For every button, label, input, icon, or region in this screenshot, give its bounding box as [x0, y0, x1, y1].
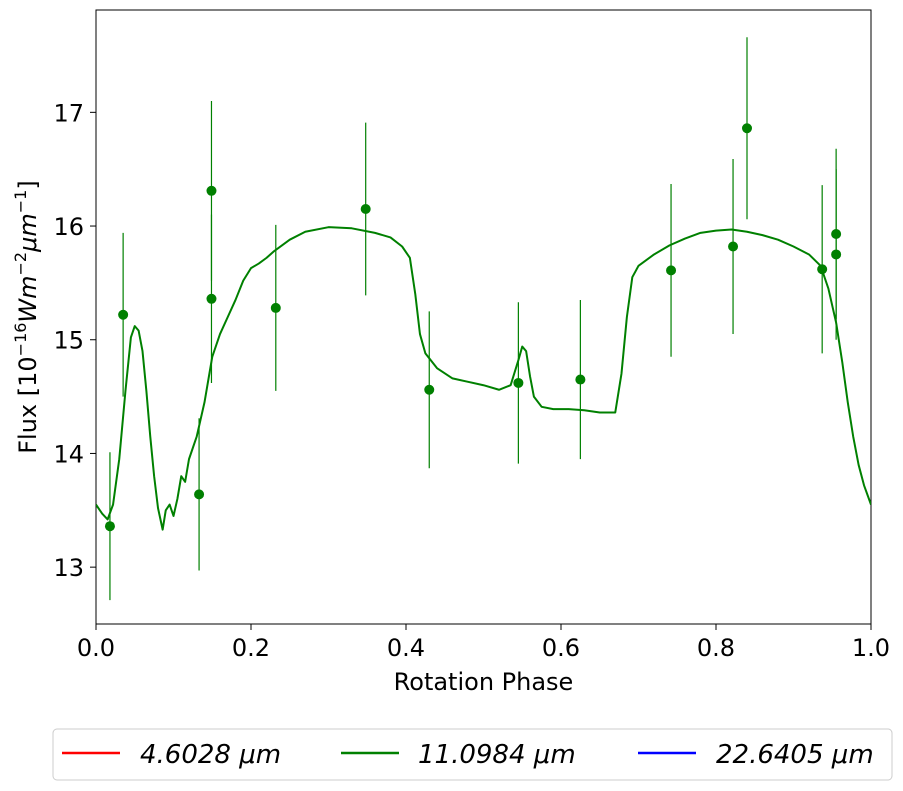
- observation-layer: [104, 37, 842, 601]
- data-point: [270, 302, 281, 313]
- y-tick-label: 13: [53, 554, 84, 582]
- y-tick-label: 16: [53, 213, 84, 241]
- data-point: [194, 489, 205, 500]
- y-label-mid: Wm: [14, 275, 42, 322]
- data-point: [118, 309, 129, 320]
- data-point: [513, 377, 524, 388]
- y-tick-label: 15: [53, 327, 84, 355]
- x-tick-label: 1.0: [852, 634, 890, 662]
- data-point: [817, 264, 828, 275]
- legend-entry-3: 22.6405 μm: [638, 740, 874, 770]
- data-point: [206, 293, 217, 304]
- legend-label-1: 4.6028 μm: [140, 740, 281, 770]
- x-axis: 0.0 0.2 0.4 0.6 0.8 1.0: [77, 624, 890, 662]
- legend: 4.6028 μm 11.0984 μm 22.6405 μm: [52, 728, 893, 781]
- data-point: [104, 521, 115, 532]
- data-point: [831, 249, 842, 260]
- model-curve-line: [96, 226, 871, 531]
- y-label-exp3: −1: [11, 190, 30, 214]
- y-label-prefix: Flux [10: [14, 356, 42, 453]
- y-tick-label: 17: [53, 99, 84, 127]
- legend-entry-2: 11.0984 μm: [341, 740, 576, 770]
- data-point: [206, 185, 217, 196]
- x-tick-label: 0.2: [232, 634, 270, 662]
- y-tick-label: 14: [53, 440, 84, 468]
- y-label-exp1: −16: [11, 323, 30, 357]
- legend-box: [52, 728, 893, 781]
- data-point: [424, 384, 435, 395]
- legend-label-2: 11.0984 μm: [418, 740, 576, 770]
- plot-area: [95, 9, 872, 625]
- data-point: [666, 265, 677, 276]
- x-tick-label: 0.0: [77, 634, 115, 662]
- y-label-exp2: −2: [11, 252, 30, 276]
- x-tick-label: 0.4: [387, 634, 425, 662]
- x-tick-label: 0.8: [697, 634, 735, 662]
- data-point: [575, 374, 586, 385]
- legend-label-3: 22.6405 μm: [716, 740, 874, 770]
- data-point: [360, 203, 371, 214]
- model-curve-layer: [96, 226, 871, 531]
- y-axis: 13 14 15 16 17: [53, 99, 96, 582]
- data-point: [742, 123, 752, 134]
- x-axis-label: Rotation Phase: [394, 668, 574, 696]
- y-label-mid2: μm: [14, 213, 42, 253]
- legend-entry-1: 4.6028 μm: [62, 740, 281, 770]
- y-label-suffix: ]: [14, 180, 42, 189]
- x-tick-label: 0.6: [542, 634, 580, 662]
- y-axis-label: Flux [10−16Wm−2μm−1]: [11, 180, 42, 454]
- data-point: [728, 241, 739, 252]
